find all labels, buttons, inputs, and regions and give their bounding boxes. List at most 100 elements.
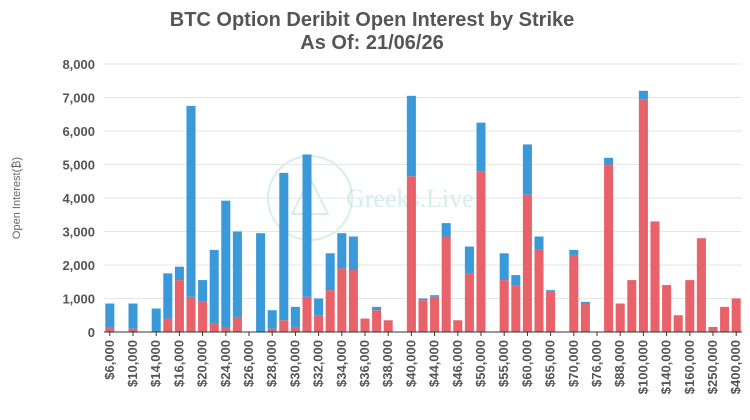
bar-call-36 (522, 144, 532, 195)
x-axis-ticks: $6,000 $10,000 $14,000 $16,000 $20,000 $24,00… (102, 332, 743, 394)
bar-call-19 (325, 253, 335, 291)
x-tick-label: $36,000 (357, 340, 372, 387)
bar-call-43 (604, 157, 614, 165)
bar-put-10 (221, 327, 231, 332)
bar-call-5 (163, 273, 173, 319)
bar-put-5 (163, 318, 173, 332)
bar-put-20 (337, 268, 347, 332)
x-tick-label: $70,000 (566, 340, 581, 387)
x-tick-label: $14,000 (148, 340, 163, 387)
bar-put-18 (314, 315, 324, 332)
bar-put-0 (105, 326, 115, 332)
x-tick-label: $76,000 (589, 340, 604, 387)
y-tick-label: 1,000 (62, 292, 95, 307)
bars (105, 90, 741, 332)
x-tick-label: $10,000 (125, 340, 140, 387)
bar-call-14 (267, 310, 277, 329)
y-tick-label: 6,000 (62, 124, 95, 139)
bar-call-4 (151, 308, 161, 332)
bar-call-41 (580, 301, 590, 304)
bar-call-32 (476, 122, 486, 172)
bar-put-31 (464, 273, 474, 332)
bar-call-20 (337, 233, 347, 269)
bar-put-15 (279, 320, 289, 332)
bar-put-50 (685, 280, 695, 332)
y-tick-label: 4,000 (62, 191, 95, 206)
bar-put-28 (430, 296, 440, 332)
x-tick-label: $50,000 (473, 340, 488, 387)
x-tick-label: $6,000 (102, 340, 117, 380)
chart-title: BTC Option Deribit Open Interest by Stri… (170, 9, 575, 31)
bar-call-23 (372, 306, 382, 311)
bar-put-22 (360, 318, 370, 332)
bar-put-36 (522, 194, 532, 332)
bar-put-16 (290, 326, 300, 332)
x-tick-label: $32,000 (311, 340, 326, 387)
x-tick-label: $250,000 (705, 340, 720, 394)
x-tick-label: $38,000 (380, 340, 395, 387)
bar-call-17 (302, 154, 312, 297)
bar-put-14 (267, 328, 277, 332)
bar-put-23 (372, 310, 382, 332)
bar-put-19 (325, 290, 335, 332)
bar-call-37 (534, 236, 544, 250)
bar-call-35 (511, 275, 521, 286)
x-tick-label: $20,000 (195, 340, 210, 387)
y-axis-ticks: 0 1,000 2,000 3,000 4,000 5,000 6,000 7,000 8,00… (62, 57, 95, 340)
x-tick-label: $26,000 (241, 340, 256, 387)
bar-call-28 (430, 295, 440, 297)
bar-call-2 (128, 303, 138, 329)
bar-put-6 (174, 280, 184, 332)
bar-put-37 (534, 249, 544, 332)
bar-call-18 (314, 298, 324, 316)
bar-put-17 (302, 296, 312, 332)
bar-put-11 (232, 316, 242, 332)
bar-put-21 (348, 270, 358, 332)
bar-call-26 (406, 95, 416, 177)
bar-put-34 (499, 280, 509, 332)
x-tick-label: $400,000 (728, 340, 743, 394)
bar-call-15 (279, 172, 289, 321)
chart-subtitle: As Of: 21/06/26 (300, 32, 443, 54)
bar-call-29 (441, 223, 451, 237)
bar-put-35 (511, 285, 521, 332)
bar-put-45 (627, 280, 637, 332)
bar-call-13 (256, 233, 266, 332)
bar-call-7 (186, 105, 196, 297)
x-tick-label: $44,000 (427, 340, 442, 387)
x-tick-label: $140,000 (659, 340, 674, 394)
x-tick-label: $65,000 (543, 340, 558, 387)
y-tick-label: 5,000 (62, 158, 95, 173)
bar-put-49 (673, 315, 683, 332)
x-tick-label: $16,000 (171, 340, 186, 387)
bar-put-46 (638, 99, 648, 332)
bar-put-8 (198, 301, 208, 332)
bar-call-21 (348, 236, 358, 271)
bar-put-30 (453, 320, 463, 332)
bar-call-31 (464, 246, 474, 274)
y-axis-label: Open Interest(₿) (11, 157, 23, 239)
bar-put-40 (569, 254, 579, 332)
y-tick-label: 3,000 (62, 225, 95, 240)
bar-put-43 (604, 164, 614, 332)
x-tick-label: $55,000 (496, 340, 511, 387)
bar-call-38 (546, 290, 556, 292)
bar-put-2 (128, 328, 138, 332)
bar-call-27 (418, 298, 428, 301)
bar-put-48 (662, 285, 672, 332)
bar-put-47 (650, 221, 660, 332)
bar-call-40 (569, 249, 579, 255)
bar-call-11 (232, 231, 242, 317)
bar-call-10 (221, 200, 231, 328)
bar-call-34 (499, 253, 509, 281)
bar-call-8 (198, 280, 208, 302)
bar-put-38 (546, 291, 556, 332)
bar-call-6 (174, 266, 184, 281)
bar-put-24 (383, 320, 393, 332)
x-tick-label: $34,000 (334, 340, 349, 387)
x-tick-label: $28,000 (264, 340, 279, 387)
bar-put-44 (615, 303, 625, 332)
y-tick-label: 2,000 (62, 258, 95, 273)
y-tick-label: 8,000 (62, 57, 95, 72)
